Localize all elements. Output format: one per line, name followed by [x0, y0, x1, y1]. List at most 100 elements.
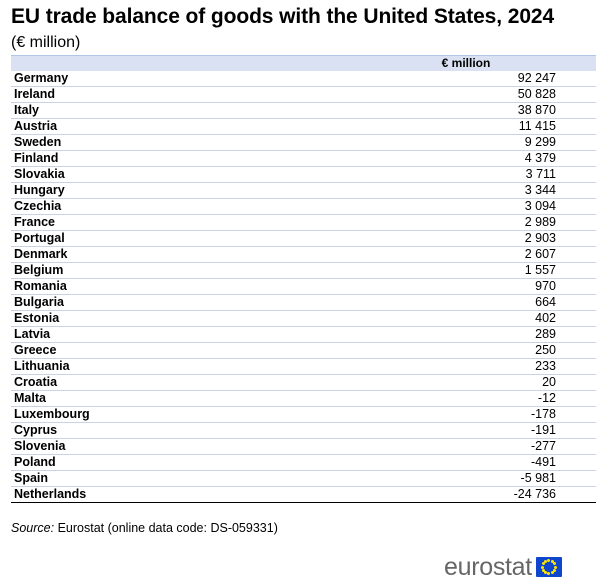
logo-text: eurostat [444, 552, 532, 581]
row-country: Luxembourg [14, 407, 90, 421]
flag-star-icon [547, 559, 551, 562]
row-country: Lithuania [14, 359, 70, 373]
row-country: Portugal [14, 231, 65, 245]
source-note: Source: Eurostat (online data code: DS-0… [11, 521, 278, 535]
row-country: Malta [14, 391, 46, 405]
row-country: Sweden [14, 135, 62, 149]
row-value: 50 828 [517, 87, 556, 101]
row-value: 970 [535, 279, 556, 293]
row-value: -277 [530, 439, 556, 453]
table-row: Austria 11 415 [11, 119, 596, 135]
flag-star-icon [553, 562, 557, 566]
table-row: Ireland 50 828 [11, 87, 596, 103]
table-row: Estonia 402 [11, 311, 596, 327]
flag-star-icon [540, 565, 544, 569]
row-value: -491 [530, 455, 556, 469]
row-country: Cyprus [14, 423, 58, 437]
table-row: Belgium 1 557 [11, 263, 596, 279]
row-country: Hungary [14, 183, 65, 197]
row-country: Italy [14, 103, 40, 117]
page-title: EU trade balance of goods with the Unite… [11, 5, 555, 28]
row-country: Netherlands [14, 487, 87, 501]
row-country: Denmark [14, 247, 68, 261]
row-country: Germany [14, 71, 69, 85]
row-country: Croatia [14, 375, 58, 389]
flag-star-icon [550, 559, 554, 563]
row-country: Spain [14, 471, 49, 485]
table-row: Germany 92 247 [11, 71, 596, 87]
column-header: € million [441, 56, 491, 70]
table-row: Malta -12 [11, 391, 596, 407]
table-row: Sweden 9 299 [11, 135, 596, 151]
table-row: Denmark 2 607 [11, 247, 596, 263]
row-value: 289 [535, 327, 556, 341]
source-text: Eurostat (online data code: DS-059331) [57, 521, 278, 535]
table-row: Slovenia -277 [11, 439, 596, 455]
table-row: Greece 250 [11, 343, 596, 359]
row-value: -178 [530, 407, 556, 421]
table-row: Czechia 3 094 [11, 199, 596, 215]
row-value: 3 094 [524, 199, 556, 213]
row-value: 11 415 [518, 119, 556, 133]
row-value: -191 [530, 423, 556, 437]
row-country: Ireland [14, 87, 55, 101]
row-value: 9 299 [524, 135, 556, 149]
row-value: 233 [535, 359, 556, 373]
row-country: Estonia [14, 311, 60, 325]
table-row: Spain -5 981 [11, 471, 596, 487]
table-row: Portugal 2 903 [11, 231, 596, 247]
flag-star-icon [541, 568, 545, 572]
table-row: Finland 4 379 [11, 151, 596, 167]
flag-star-icon [544, 559, 548, 563]
page-subtitle: (€ million) [11, 34, 81, 51]
row-value: 2 607 [524, 247, 556, 261]
row-country: Slovakia [14, 167, 65, 181]
source-label: Source: [11, 521, 55, 535]
table-row: Slovakia 3 711 [11, 167, 596, 183]
row-value: 402 [535, 311, 556, 325]
row-value: 250 [535, 343, 556, 357]
row-value: -5 981 [520, 471, 556, 485]
row-country: Austria [14, 119, 58, 133]
flag-star-icon [553, 568, 557, 572]
row-value: 664 [535, 295, 556, 309]
table-row: Italy 38 870 [11, 103, 596, 119]
table-row: Hungary 3 344 [11, 183, 596, 199]
row-country: Latvia [14, 327, 51, 341]
eurostat-logo: eurostat [444, 552, 562, 582]
table-row: Cyprus -191 [11, 423, 596, 439]
flag-star-icon [547, 572, 551, 575]
row-country: Romania [14, 279, 67, 293]
flag-star-icon [553, 565, 557, 569]
table-row: Romania 970 [11, 279, 596, 295]
table-row: Bulgaria 664 [11, 295, 596, 311]
row-country: Bulgaria [14, 295, 65, 309]
row-value: -12 [537, 391, 556, 405]
data-table: € million Germany 92 247 Ireland 50 828 Ital… [11, 55, 596, 503]
table-row: France 2 989 [11, 215, 596, 231]
row-value: 2 903 [524, 231, 556, 245]
row-country: Slovenia [14, 439, 66, 453]
table-row: Lithuania 233 [11, 359, 596, 375]
row-value: 20 [542, 375, 556, 389]
table-body: Germany 92 247 Ireland 50 828 Italy 38 870 Aus… [11, 71, 596, 503]
row-value: 92 247 [517, 71, 556, 85]
row-value: 3 711 [525, 167, 556, 181]
eu-flag-icon [535, 557, 562, 577]
flag-star-icon [544, 571, 548, 575]
flag-star-icon [541, 562, 545, 566]
row-country: Belgium [14, 263, 64, 277]
row-value: 38 870 [517, 103, 556, 117]
table-row: Netherlands -24 736 [11, 487, 596, 503]
table-row: Luxembourg -178 [11, 407, 596, 423]
table-row: Latvia 289 [11, 327, 596, 343]
row-country: Finland [14, 151, 59, 165]
table-header: € million [11, 55, 596, 71]
row-value: 2 989 [524, 215, 556, 229]
flag-star-icon [550, 571, 554, 575]
table-row: Croatia 20 [11, 375, 596, 391]
row-value: -24 736 [513, 487, 556, 501]
table-row: Poland -491 [11, 455, 596, 471]
row-country: France [14, 215, 55, 229]
row-country: Czechia [14, 199, 62, 213]
